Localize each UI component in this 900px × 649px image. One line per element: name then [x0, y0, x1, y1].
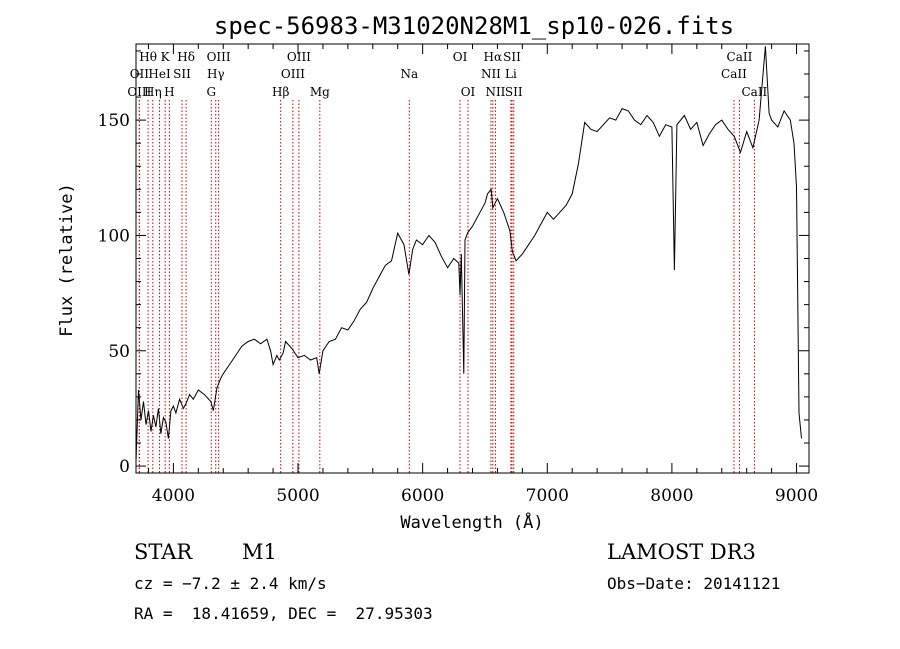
spectral-line-label: OIII: [287, 50, 311, 64]
y-tick-label: 50: [108, 342, 130, 362]
spectral-line-label: Hη: [144, 85, 162, 99]
spectral-line-label: CaII: [721, 67, 747, 81]
y-tick-label: 150: [98, 111, 130, 131]
plot-frame: [135, 43, 810, 474]
x-tick-label: 7000: [526, 486, 569, 506]
spectral-line-label: OIII: [127, 85, 151, 99]
spectral-line-label: Mg: [310, 85, 330, 99]
spectral-line-label: OIII: [281, 67, 305, 81]
spectral-line-label: SII: [505, 85, 523, 99]
spectral-line-label: Li: [505, 67, 517, 81]
spectrum-line: [136, 46, 802, 462]
chart-title: spec-56983-M31020N28M1_sp10-026.fits: [214, 12, 734, 40]
spectral-line-label: Hβ: [272, 85, 289, 99]
x-axis-ticks: 4000 5000 6000 7000 8000 9000: [147, 44, 818, 506]
x-tick-label: 6000: [401, 486, 444, 506]
object-subclass: M1: [242, 540, 277, 564]
y-axis-label: Flux (relative): [57, 183, 77, 337]
x-tick-label: 5000: [276, 486, 319, 506]
spectral-line-label: CaII: [741, 85, 767, 99]
x-tick-label: 8000: [650, 486, 693, 506]
y-tick-label: 100: [98, 226, 130, 246]
object-class: STAR: [134, 540, 193, 564]
spectral-line-label: HeI: [148, 67, 171, 81]
spectral-line-label: Hδ: [177, 50, 195, 64]
spectral-line-label: CaII: [727, 50, 753, 64]
spectral-line-label: K: [161, 50, 171, 64]
spectral-line-label: Hθ: [139, 50, 157, 64]
x-axis-label: Wavelength (Å): [400, 511, 543, 533]
spectral-line-label: NII: [485, 85, 505, 99]
x-tick-label: 4000: [152, 486, 195, 506]
y-tick-label: 0: [119, 457, 130, 477]
spectral-line-label: G: [206, 85, 216, 99]
spectral-line-label: Hα: [484, 50, 503, 64]
spectrum-series: [136, 46, 802, 462]
spectral-line-label: OI: [461, 85, 476, 99]
spectral-line-markers: [138, 100, 755, 473]
spectral-line-label: Hγ: [207, 67, 225, 81]
obs-date: Obs−Date: 20141121: [607, 574, 781, 593]
spectral-line-label: Na: [400, 67, 418, 81]
spectral-line-label: SII: [503, 50, 521, 64]
y-axis-ticks: 0 50 100 150: [98, 50, 809, 477]
x-tick-label: 9000: [775, 486, 818, 506]
spectral-line-label: OIII: [207, 50, 231, 64]
survey-name: LAMOST DR3: [607, 540, 756, 564]
redshift-text: cz = −7.2 ± 2.4 km/s: [134, 574, 327, 593]
coordinates: RA = 18.41659, DEC = 27.95303: [134, 604, 433, 623]
spectral-line-label: OI: [453, 50, 468, 64]
spectral-line-label: H: [164, 85, 174, 99]
spectral-line-label: SII: [173, 67, 191, 81]
spectral-line-label: NII: [481, 67, 501, 81]
